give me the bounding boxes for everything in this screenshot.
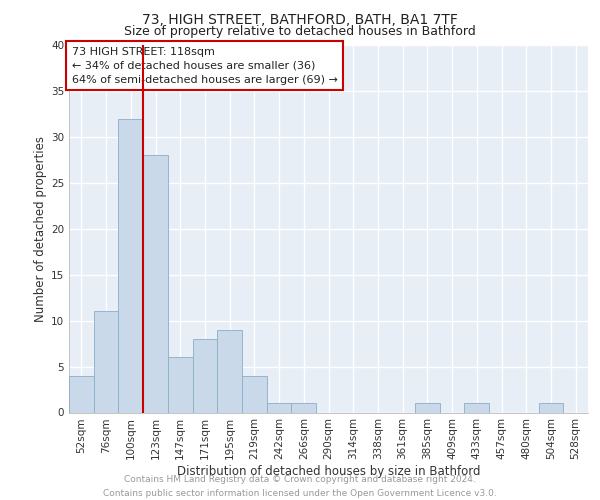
Bar	[267, 404, 292, 412]
Text: 73 HIGH STREET: 118sqm
← 34% of detached houses are smaller (36)
64% of semi-det: 73 HIGH STREET: 118sqm ← 34% of detached…	[71, 47, 337, 85]
Bar	[118, 118, 143, 412]
Y-axis label: Number of detached properties: Number of detached properties	[34, 136, 47, 322]
Bar	[168, 358, 193, 412]
Bar	[143, 156, 168, 412]
Bar	[415, 404, 440, 412]
Bar	[242, 376, 267, 412]
Text: 73, HIGH STREET, BATHFORD, BATH, BA1 7TF: 73, HIGH STREET, BATHFORD, BATH, BA1 7TF	[142, 12, 458, 26]
Bar	[292, 404, 316, 412]
Bar	[94, 312, 118, 412]
Bar	[217, 330, 242, 412]
Bar	[193, 339, 217, 412]
Text: Contains HM Land Registry data © Crown copyright and database right 2024.
Contai: Contains HM Land Registry data © Crown c…	[103, 476, 497, 498]
Text: Size of property relative to detached houses in Bathford: Size of property relative to detached ho…	[124, 25, 476, 38]
Bar	[539, 404, 563, 412]
Bar	[69, 376, 94, 412]
Bar	[464, 404, 489, 412]
X-axis label: Distribution of detached houses by size in Bathford: Distribution of detached houses by size …	[177, 465, 480, 478]
